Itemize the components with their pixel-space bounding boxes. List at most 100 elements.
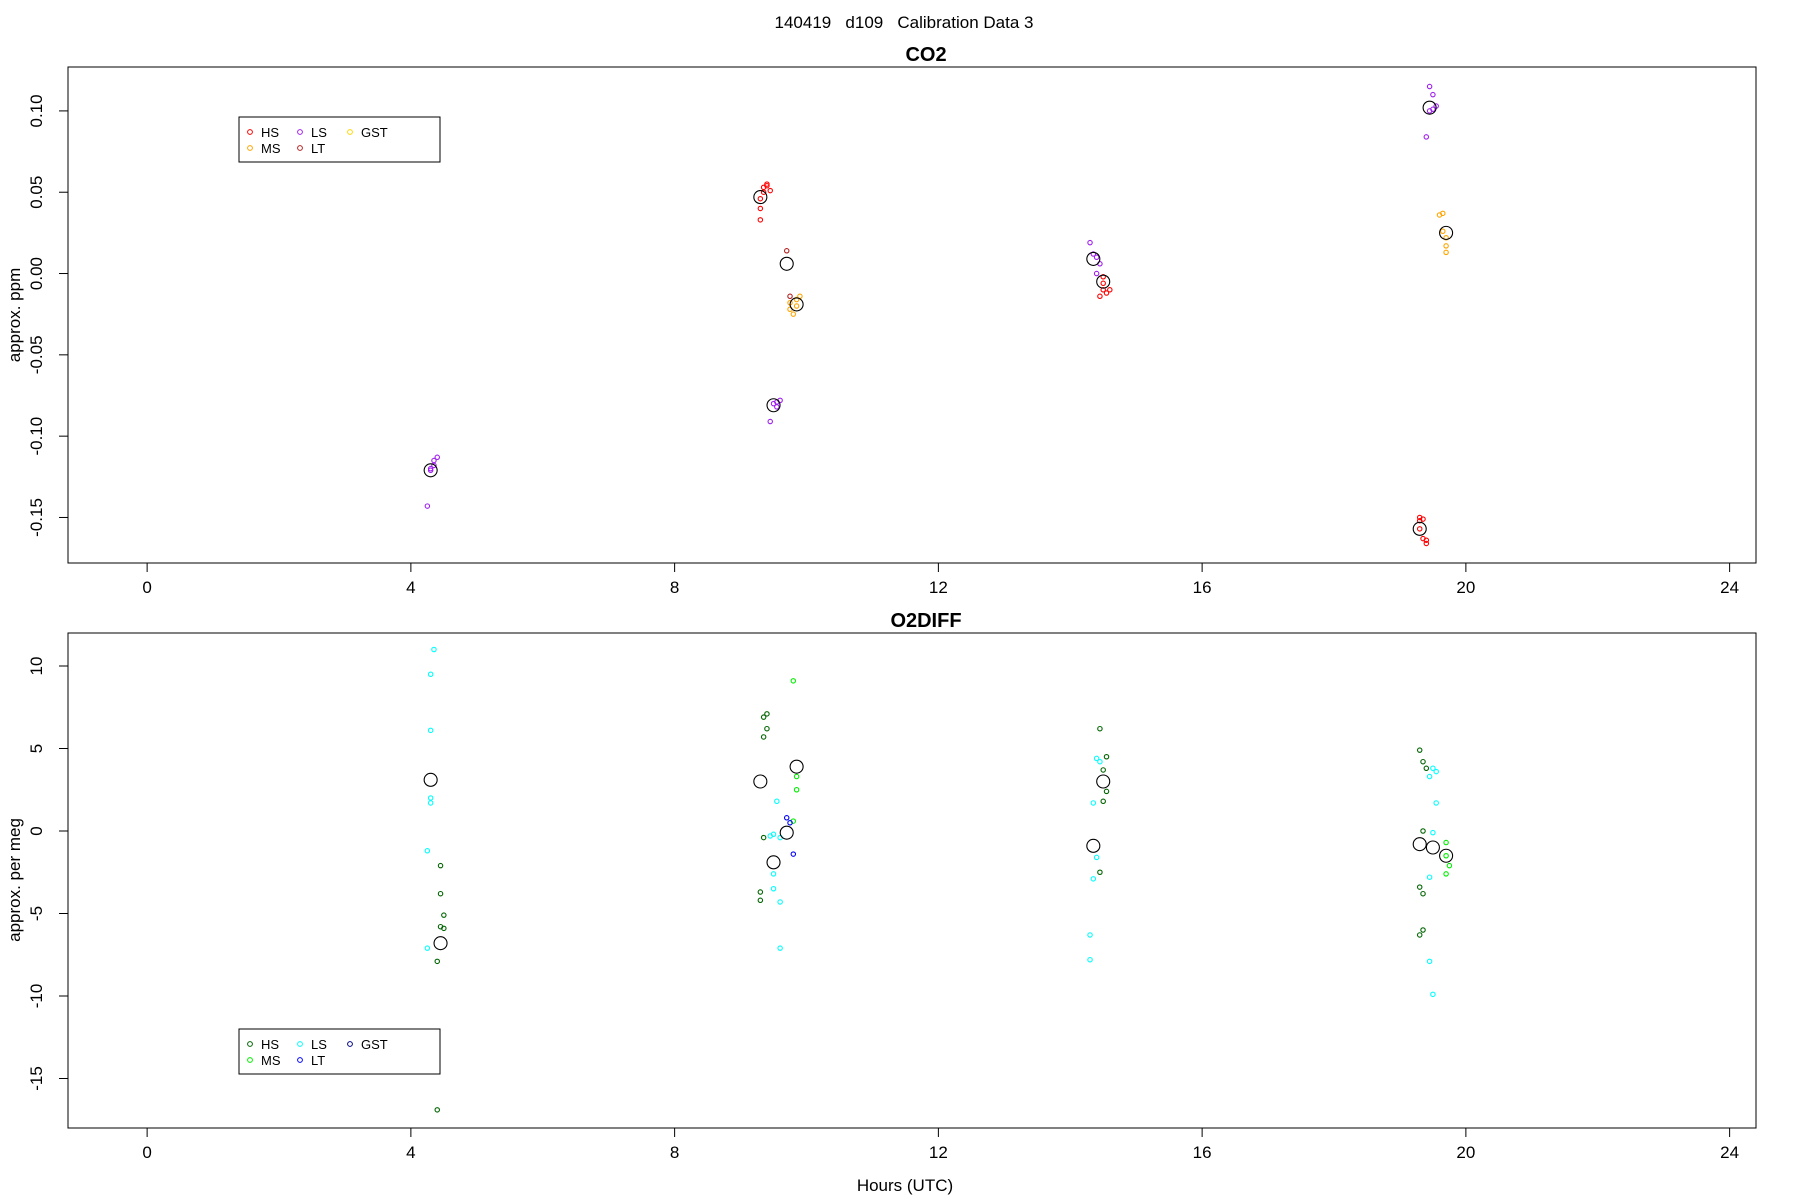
co2-point-hs — [1420, 516, 1426, 522]
co2-mean-marker — [779, 256, 794, 271]
co2-x-tick-label: 24 — [1720, 578, 1739, 597]
o2diff-x-tick-label: 4 — [406, 1143, 415, 1162]
o2diff-y-tick-label: 0 — [27, 826, 46, 835]
co2-mean-marker — [1096, 274, 1111, 289]
o2diff-point-hs — [437, 862, 444, 869]
co2-point-ms — [1440, 228, 1446, 234]
co2-mean-marker — [1086, 251, 1101, 266]
o2diff-y-tick-label: 10 — [27, 657, 46, 676]
co2-y-axis: -0.15 -0.10 -0.05 0.00 0.05 0.10 — [27, 94, 68, 537]
o2diff-point-ls — [427, 727, 434, 734]
o2diff-mean-marker — [753, 774, 768, 789]
o2diff-point-ls — [427, 671, 434, 677]
o2diff-x-tick-label: 16 — [1193, 1143, 1212, 1162]
co2-point-ls — [1426, 108, 1433, 114]
o2diff-x-tick-label: 0 — [142, 1143, 151, 1162]
o2diff-point-ls — [1087, 932, 1093, 938]
o2diff-point-ms — [1446, 862, 1453, 869]
o2diff-point-ls — [1433, 800, 1439, 806]
figure-title: 140419 d109 Calibration Data 3 — [775, 13, 1034, 32]
co2-x-tick-label: 8 — [670, 578, 679, 597]
co2-point-ms — [1443, 243, 1449, 249]
o2diff-y-tick-label: 5 — [27, 744, 46, 753]
o2diff-mean-marker — [423, 772, 438, 787]
co2-point-hs — [757, 217, 764, 223]
o2diff-legend-box — [238, 1028, 441, 1075]
o2diff-legend-marker-lt — [297, 1057, 303, 1063]
o2diff-point-hs — [1103, 788, 1110, 795]
o2diff-legend-marker-hs — [247, 1041, 253, 1047]
co2-legend-marker-gst — [347, 129, 353, 135]
o2diff-mean-marker — [789, 759, 804, 774]
co2-x-tick-label: 0 — [142, 578, 151, 597]
co2-point-ls — [427, 467, 434, 474]
o2diff-point-ls — [1087, 956, 1093, 963]
co2-y-axis-label: approx. ppm — [5, 268, 24, 363]
co2-point-hs — [1100, 287, 1106, 293]
o2diff-point-hs — [1416, 932, 1423, 938]
co2-y-tick-label: -0.15 — [27, 498, 46, 537]
o2diff-point-ms — [793, 786, 800, 793]
o2diff-point-hs — [760, 734, 767, 740]
co2-point-hs — [1107, 287, 1113, 293]
o2diff-point-hs — [760, 714, 767, 720]
co2-mean-marker — [423, 463, 438, 478]
co2-point-hs — [767, 187, 773, 194]
o2diff-point-hs — [1423, 765, 1430, 772]
o2diff-x-tick-label: 20 — [1456, 1143, 1475, 1162]
co2-x-tick-label: 4 — [406, 578, 415, 597]
co2-y-tick-label: -0.10 — [27, 417, 46, 456]
o2diff-mean-marker — [1086, 838, 1101, 853]
o2diff-mean-marker — [1425, 840, 1440, 855]
o2diff-point-hs — [757, 889, 764, 895]
co2-point-lt — [783, 248, 790, 254]
o2diff-point-ls — [1090, 876, 1097, 882]
o2diff-point-ls — [1093, 755, 1100, 762]
o2diff-x-tick-label: 8 — [670, 1143, 679, 1162]
o2diff-legend-label-gst: GST — [361, 1037, 388, 1052]
co2-point-ls — [1093, 254, 1100, 261]
co2-point-hs — [1420, 535, 1426, 542]
co2-legend-label-ms: MS — [261, 141, 281, 156]
co2-point-lt — [787, 293, 793, 300]
o2diff-point-hs — [434, 958, 440, 965]
co2-y-tick-label: -0.05 — [27, 335, 46, 374]
o2diff-mean-marker — [1439, 848, 1454, 863]
co2-point-ls — [1430, 91, 1436, 98]
co2-x-axis: 0 4 8 12 16 20 24 — [142, 562, 1739, 597]
co2-point-ms — [1443, 235, 1449, 241]
co2-point-hs — [1103, 290, 1110, 296]
o2diff-point-ls — [770, 885, 777, 892]
co2-point-ls — [1087, 239, 1093, 246]
o2diff-mean-marker — [1096, 774, 1111, 789]
o2diff-x-tick-label: 12 — [929, 1143, 948, 1162]
co2-point-hs — [764, 182, 770, 189]
co2-y-tick-label: 0.00 — [27, 257, 46, 290]
o2diff-point-ms — [793, 773, 800, 780]
co2-mean-marker — [1439, 225, 1454, 240]
co2-point-ms — [1443, 249, 1449, 256]
o2diff-mean-markers — [423, 759, 1454, 951]
o2diff-point-hs — [1416, 747, 1423, 753]
o2diff-y-axis-label: approx. per meg — [5, 818, 24, 942]
o2diff-point-ls — [1430, 765, 1436, 772]
co2-point-hs — [757, 195, 764, 202]
co2-legend-marker-ms — [247, 145, 253, 151]
co2-point-hs — [1416, 526, 1423, 532]
o2diff-y-tick-label: -10 — [27, 984, 46, 1009]
o2diff-point-hs — [1420, 890, 1426, 897]
co2-x-tick-label: 16 — [1193, 578, 1212, 597]
o2diff-legend-label-ls: LS — [311, 1037, 327, 1052]
o2diff-point-ls — [777, 899, 783, 905]
o2diff-y-axis: -15 -10 -5 0 5 10 — [27, 657, 68, 1091]
o2diff-point-ls — [424, 848, 431, 854]
o2diff-point-hs — [1100, 767, 1106, 773]
co2-point-ms — [793, 296, 800, 303]
o2diff-legend-marker-ms — [247, 1057, 253, 1063]
o2diff-point-hs — [1097, 869, 1103, 875]
co2-point-hs — [1097, 293, 1103, 300]
o2diff-point-hs — [437, 890, 444, 897]
o2diff-point-lt — [790, 851, 797, 857]
o2diff-point-hs — [1416, 884, 1423, 890]
o2diff-mean-marker — [779, 825, 794, 840]
